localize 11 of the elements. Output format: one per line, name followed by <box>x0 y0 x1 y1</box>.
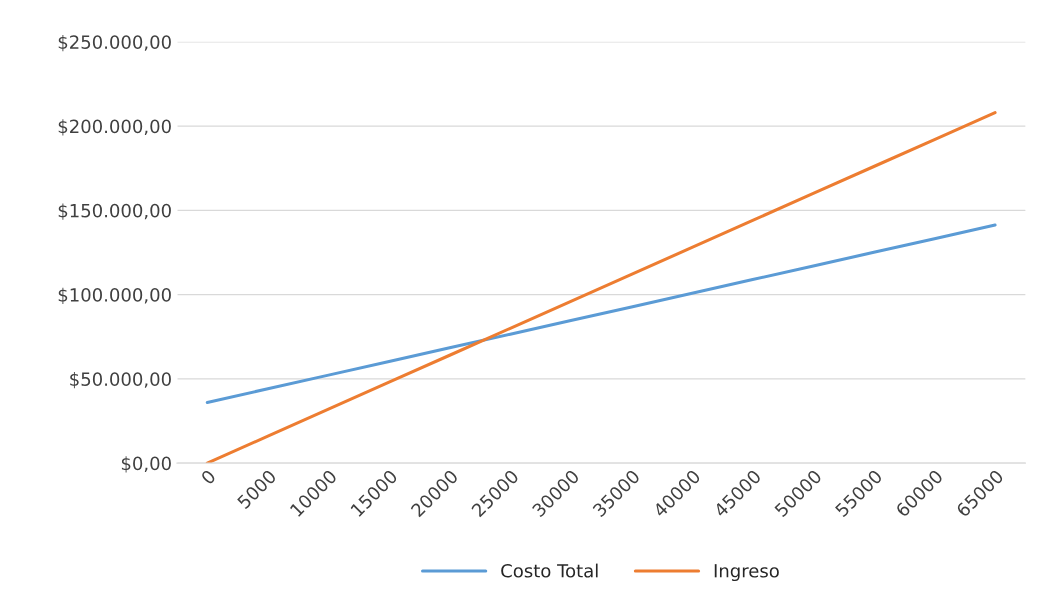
y-tick-label: $250.000,00 <box>58 34 171 52</box>
legend-label: Costo Total <box>501 563 598 578</box>
x-tick-label: 0 <box>200 469 217 486</box>
line-series <box>205 111 997 464</box>
y-tick-label: $100.000,00 <box>58 287 171 305</box>
y-tick-label: $150.000,00 <box>58 203 171 220</box>
line-series <box>205 223 997 404</box>
y-tick-label: $0,00 <box>121 456 171 473</box>
y-tick-label: $50.000,00 <box>70 371 171 389</box>
legend-label: Ingreso <box>714 564 779 582</box>
y-tick-label: $200.000,00 <box>58 119 171 136</box>
